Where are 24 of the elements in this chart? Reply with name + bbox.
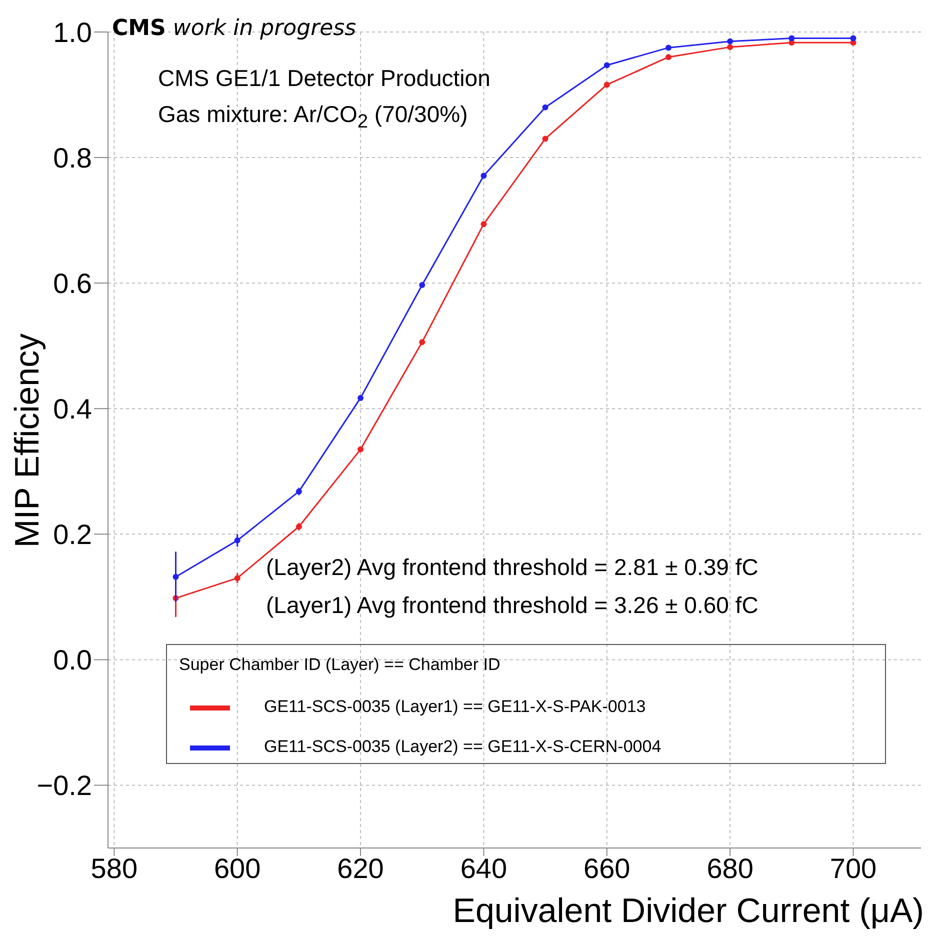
y-tick-label: 0.0 [53, 644, 92, 676]
x-tick-label: 700 [830, 852, 877, 884]
x-tick-label: 640 [460, 852, 508, 884]
legend-label: GE11-SCS-0035 (Layer2) == GE11-X-S-CERN-0004 [264, 737, 662, 756]
legend-title: Super Chamber ID (Layer) == Chamber ID [179, 655, 500, 674]
x-axis-title: Equivalent Divider Current (μA) [452, 892, 924, 930]
annotation: CMS GE1/1 Detector Production [158, 65, 490, 91]
annotation: (Layer2) Avg frontend threshold = 2.81 ± 0.39 fC [266, 554, 758, 580]
legend-label: GE11-SCS-0035 (Layer1) == GE11-X-S-PAK-0013 [264, 697, 646, 716]
annotation: Gas mixture: Ar/CO$_{2}$ (70/30%) [158, 101, 468, 133]
y-tick-label: 0.8 [53, 142, 92, 174]
x-tick-label: 600 [214, 852, 261, 884]
x-tick-label: 620 [337, 852, 384, 884]
chart-title: CMS work in progress [112, 16, 356, 41]
x-tick-label: 580 [90, 852, 138, 884]
y-tick-label: 0.2 [53, 519, 92, 550]
y-tick-label: 0.6 [53, 268, 92, 300]
y-tick-label: 1.0 [53, 16, 92, 48]
y-tick-label: −0.2 [36, 770, 92, 802]
x-tick-label: 680 [706, 852, 754, 884]
y-tick-label: 0.4 [53, 394, 92, 425]
annotation: (Layer1) Avg frontend threshold = 3.26 ± 0.60 fC [266, 592, 758, 618]
x-tick-label: 660 [584, 852, 630, 884]
y-axis-title: MIP Efficiency [8, 332, 47, 548]
